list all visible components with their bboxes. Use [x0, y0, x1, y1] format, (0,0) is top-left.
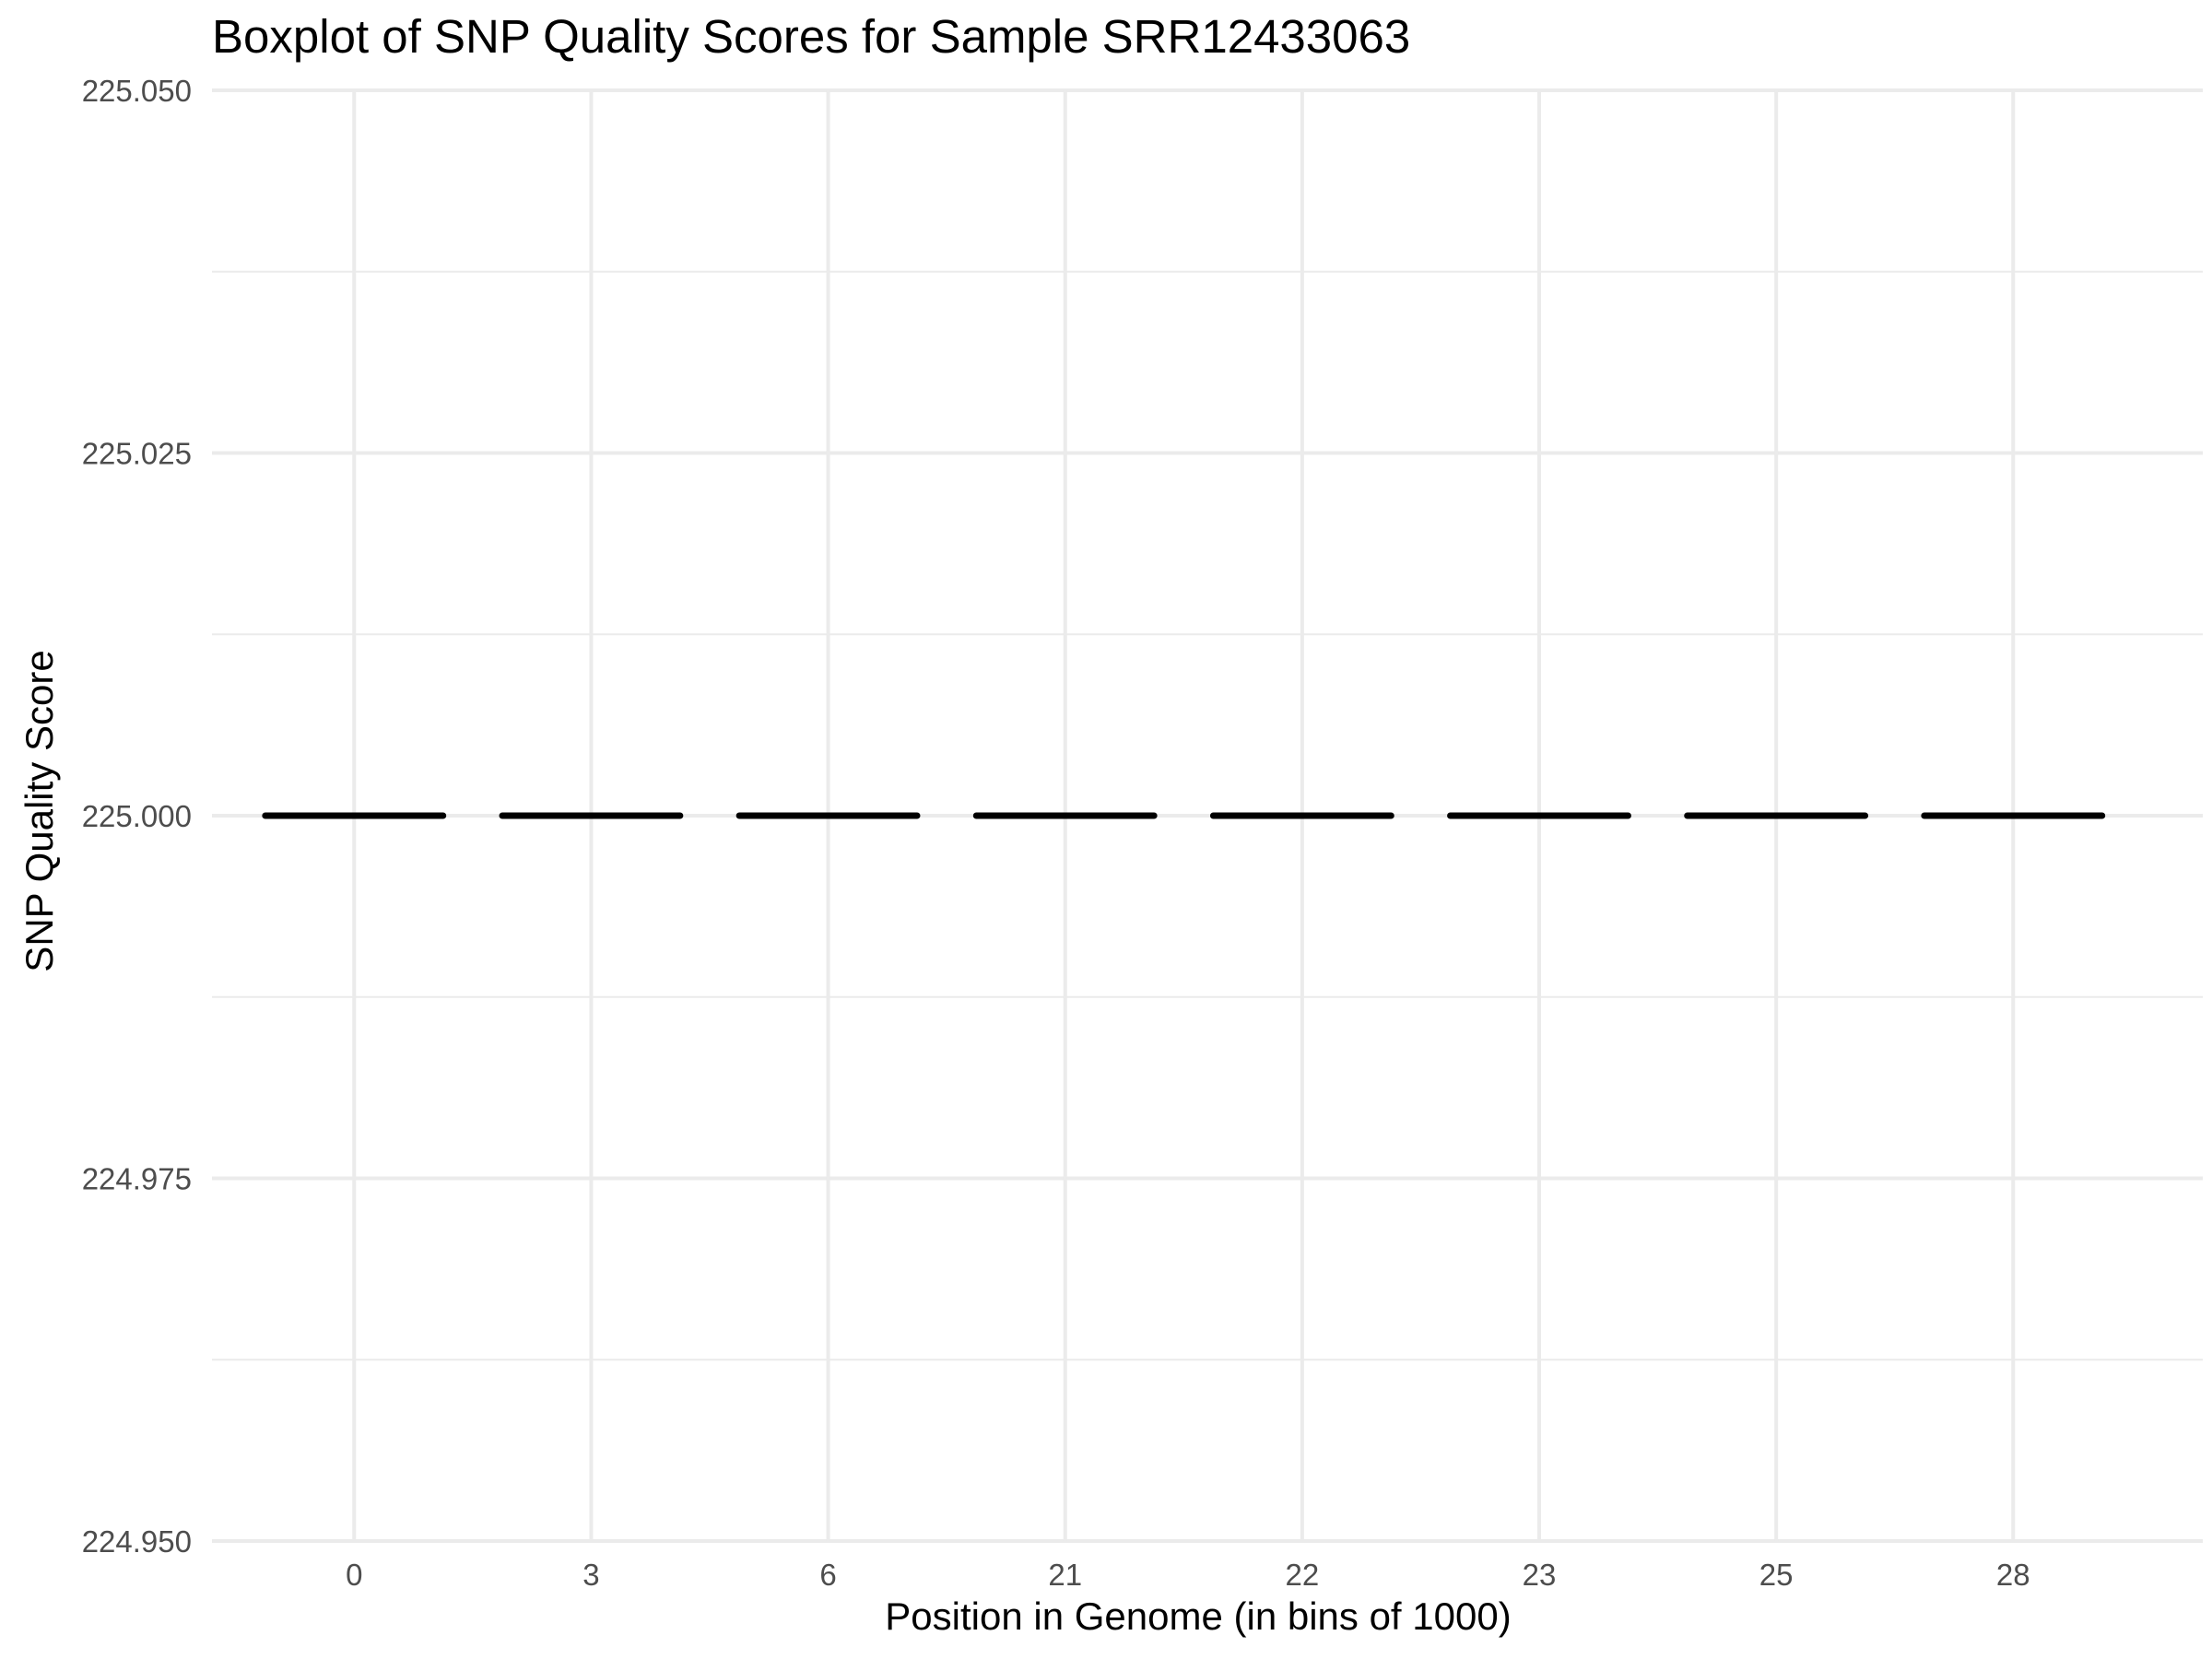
- x-tick-label: 6: [819, 1558, 836, 1592]
- x-tick-label: 3: [582, 1558, 599, 1592]
- y-tick-label: 224.975: [82, 1162, 192, 1196]
- x-tick-label: 0: [346, 1558, 362, 1592]
- x-tick-label: 23: [1523, 1558, 1557, 1592]
- y-axis-ticks: 224.950 224.975 225.000 225.025 225.050: [82, 74, 192, 1559]
- y-tick-label: 225.050: [82, 74, 192, 108]
- x-tick-label: 28: [1996, 1558, 2030, 1592]
- x-axis-label: Position in Genome (in bins of 1000): [885, 1594, 1512, 1638]
- x-tick-label: 21: [1048, 1558, 1082, 1592]
- y-tick-label: 225.025: [82, 437, 192, 471]
- x-tick-label: 25: [1759, 1558, 1794, 1592]
- x-axis-ticks: 0 3 6 21 22 23 25 28: [346, 1558, 2030, 1592]
- y-tick-label: 225.000: [82, 799, 192, 833]
- chart-title: Boxplot of SNP Quality Scores for Sample…: [212, 10, 1411, 63]
- y-tick-label: 224.950: [82, 1524, 192, 1559]
- x-tick-label: 22: [1285, 1558, 1319, 1592]
